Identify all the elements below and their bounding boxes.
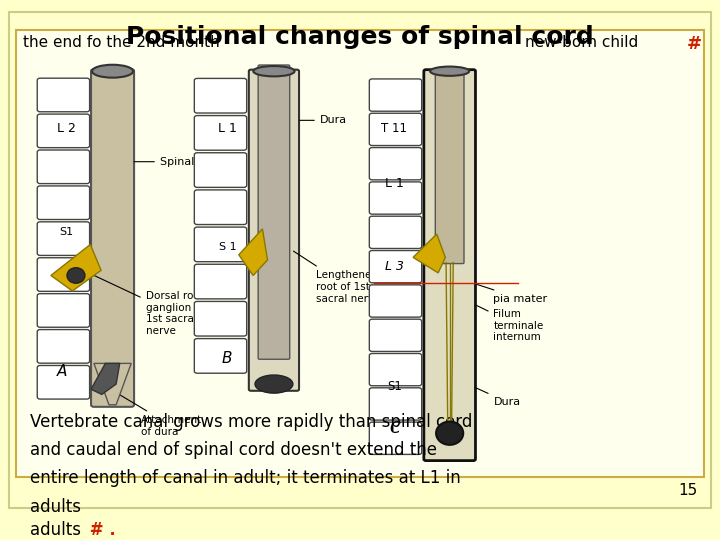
FancyBboxPatch shape [249, 70, 299, 391]
FancyBboxPatch shape [424, 70, 475, 461]
Polygon shape [51, 245, 101, 291]
FancyBboxPatch shape [369, 251, 422, 283]
FancyBboxPatch shape [37, 186, 89, 219]
Text: L 1: L 1 [218, 122, 237, 134]
Text: #: # [686, 35, 701, 53]
Text: Vertebrate canal grows more rapidly than spinal cord: Vertebrate canal grows more rapidly than… [30, 413, 472, 430]
FancyBboxPatch shape [194, 301, 247, 336]
Ellipse shape [92, 65, 133, 78]
Text: Attachment
of dura: Attachment of dura [104, 386, 202, 437]
Text: L 3: L 3 [385, 260, 404, 273]
FancyBboxPatch shape [369, 422, 422, 454]
FancyBboxPatch shape [436, 70, 464, 264]
FancyBboxPatch shape [9, 12, 711, 508]
FancyBboxPatch shape [37, 150, 89, 184]
Text: C: C [389, 421, 400, 436]
Ellipse shape [430, 66, 469, 76]
FancyBboxPatch shape [194, 190, 247, 225]
Text: L 1: L 1 [385, 177, 404, 190]
Polygon shape [239, 229, 267, 275]
FancyBboxPatch shape [194, 227, 247, 262]
FancyBboxPatch shape [369, 319, 422, 352]
FancyBboxPatch shape [194, 78, 247, 113]
Text: S 1: S 1 [218, 242, 236, 252]
Text: Dura: Dura [476, 388, 521, 407]
Text: and caudal end of spinal cord doesn't extend the: and caudal end of spinal cord doesn't ex… [30, 441, 437, 459]
FancyBboxPatch shape [37, 114, 89, 147]
Text: T 11: T 11 [382, 122, 408, 134]
Text: adults: adults [30, 498, 81, 516]
FancyBboxPatch shape [37, 329, 89, 363]
Text: the end fo the 2nd month: the end fo the 2nd month [23, 35, 220, 50]
Text: 15: 15 [678, 483, 697, 498]
FancyBboxPatch shape [16, 30, 704, 477]
FancyBboxPatch shape [258, 65, 289, 359]
Text: # .: # . [84, 521, 116, 539]
Text: adults: adults [30, 521, 81, 539]
FancyBboxPatch shape [91, 69, 134, 407]
Text: B: B [222, 350, 233, 366]
Text: pia mater: pia mater [476, 284, 547, 303]
FancyBboxPatch shape [369, 147, 422, 180]
FancyBboxPatch shape [369, 79, 422, 111]
Ellipse shape [253, 66, 294, 76]
Text: entire length of canal in adult; it terminates at L1 in: entire length of canal in adult; it term… [30, 469, 461, 488]
Ellipse shape [436, 422, 463, 445]
Polygon shape [413, 234, 446, 273]
FancyBboxPatch shape [369, 285, 422, 317]
FancyBboxPatch shape [194, 264, 247, 299]
FancyBboxPatch shape [37, 258, 89, 292]
FancyBboxPatch shape [37, 294, 89, 327]
Text: S1: S1 [59, 226, 73, 237]
FancyBboxPatch shape [37, 366, 89, 399]
Polygon shape [91, 363, 120, 394]
Text: new-born child: new-born child [525, 35, 638, 50]
Ellipse shape [67, 268, 85, 284]
Text: Filum
terminale
internum: Filum terminale internum [476, 305, 544, 342]
FancyBboxPatch shape [37, 222, 89, 255]
FancyBboxPatch shape [194, 153, 247, 187]
FancyBboxPatch shape [369, 354, 422, 386]
Text: Dura: Dura [300, 116, 347, 125]
FancyBboxPatch shape [369, 216, 422, 248]
Text: A: A [57, 363, 68, 379]
Text: Spinal cord: Spinal cord [134, 157, 222, 167]
Text: Dorsal root
ganglion of
1st sacral
nerve: Dorsal root ganglion of 1st sacral nerve [86, 272, 204, 336]
Polygon shape [94, 363, 131, 405]
FancyBboxPatch shape [37, 78, 89, 112]
Ellipse shape [255, 375, 293, 393]
FancyBboxPatch shape [194, 339, 247, 373]
Text: Positional changes of spinal cord: Positional changes of spinal cord [126, 25, 594, 49]
FancyBboxPatch shape [369, 388, 422, 420]
Text: Lengthened
root of 1st
sacral nerve: Lengthened root of 1st sacral nerve [294, 251, 381, 303]
Text: S1: S1 [387, 380, 402, 393]
FancyBboxPatch shape [194, 116, 247, 150]
FancyBboxPatch shape [369, 182, 422, 214]
FancyBboxPatch shape [369, 113, 422, 146]
Text: L 2: L 2 [56, 122, 76, 134]
